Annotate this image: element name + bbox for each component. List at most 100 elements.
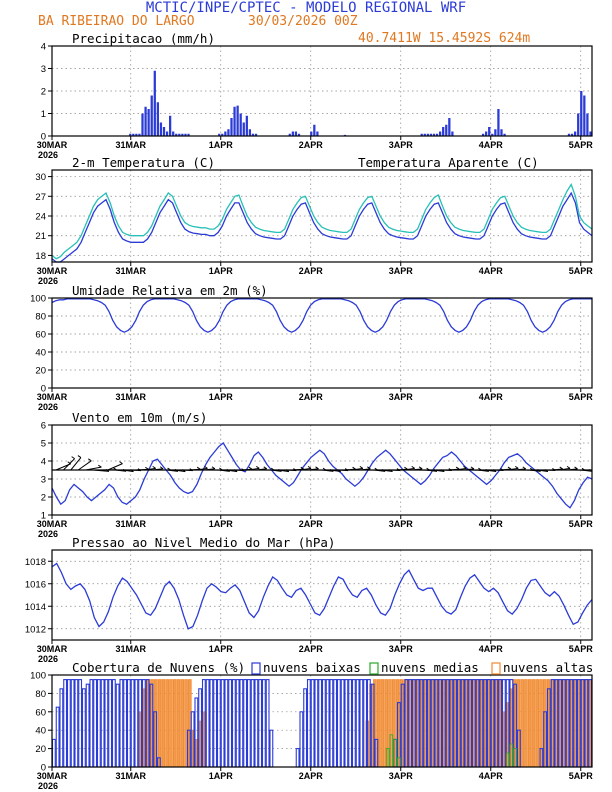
cloud-bar-nuvens-baixas: [269, 729, 274, 768]
y-tick-label: 1: [41, 511, 46, 522]
precip-bar: [187, 133, 190, 136]
cloud-bar-nuvens-altas: [165, 679, 169, 768]
wind-arrow-head: [559, 466, 564, 470]
y-tick-label: 1012: [25, 624, 46, 635]
x-tick-label: 4APR: [479, 771, 504, 781]
legend-swatch-nuvens-medias: [369, 662, 379, 675]
wind-arrow: [485, 469, 497, 473]
x-tick-label: 31MAR: [115, 140, 146, 150]
cloud-bar-nuvens-baixas: [325, 679, 330, 768]
y-tick-label: 3: [41, 475, 46, 486]
precip-bar: [580, 91, 583, 136]
x-year-label: 2026: [38, 781, 58, 791]
cloud-bar-nuvens-altas: [169, 679, 173, 768]
cloud-bar-nuvens-baixas: [205, 679, 210, 768]
x-tick-label: 2APR: [299, 266, 324, 276]
precip-bar: [577, 113, 580, 136]
precip-bar: [153, 70, 156, 136]
precip-bar: [573, 131, 577, 136]
y-tick-label: 4: [41, 42, 46, 53]
precip-bar: [586, 113, 589, 136]
cloud-bar-nuvens-baixas: [59, 688, 64, 768]
wind-arrow-head: [204, 465, 208, 469]
wind-arrow: [477, 469, 489, 472]
precip-bar: [288, 133, 291, 136]
cloud-bar-nuvens-baixas: [74, 679, 79, 768]
wind-arrow: [337, 469, 349, 472]
precip-bar: [144, 106, 147, 136]
wind-arrow: [388, 469, 401, 472]
x-year-label: 2026: [38, 654, 58, 664]
wind-arrow: [403, 467, 415, 471]
precip-bar: [567, 133, 571, 136]
wind-arrow-head: [455, 466, 460, 470]
wind-arrow-head: [322, 467, 327, 471]
precip-bar: [150, 95, 153, 136]
temp-legend-apparent: Temperatura Aparente (C): [358, 155, 539, 170]
pres-title: Pressao ao Nivel Medio do Mar (hPa): [72, 535, 335, 550]
wind-arrow: [536, 469, 548, 473]
y-tick-label: 6: [41, 421, 46, 432]
wind-arrow: [70, 457, 82, 471]
wind-arrow: [203, 468, 215, 471]
cloud-bar-nuvens-baixas: [108, 679, 113, 768]
cloud-bar-nuvens-baixas: [81, 688, 86, 768]
x-tick-label: 3APR: [389, 140, 414, 150]
x-tick-label: 31MAR: [115, 392, 146, 402]
x-tick-label: 1APR: [209, 392, 234, 402]
wind-arrow-head: [463, 465, 467, 469]
wind-arrow: [455, 467, 467, 471]
cloud-bar-nuvens-altas: [531, 679, 536, 768]
x-tick-label: 4APR: [479, 140, 504, 150]
precip-bar: [297, 133, 301, 136]
wind-arrow-head: [113, 467, 117, 471]
coords-label: 40.7411W 15.4592S 624m: [358, 31, 530, 46]
precip-bar: [488, 127, 491, 136]
cloud-bar-nuvens-baixas: [344, 679, 349, 768]
y-tick-label: 2: [41, 493, 46, 504]
wind-arrow: [514, 468, 526, 471]
y-tick-label: 20: [35, 744, 46, 755]
wind-arrow-head: [315, 466, 319, 470]
wind-arrow: [300, 467, 312, 471]
wind-arrow: [63, 458, 75, 471]
precip-bar: [570, 133, 574, 136]
wind-arrow: [174, 469, 186, 473]
x-tick-label: 4APR: [479, 644, 504, 654]
cloud-bar-nuvens-altas: [157, 679, 162, 768]
precip-bar: [248, 129, 252, 136]
cloud-bar-nuvens-altas: [172, 679, 177, 768]
cloud-bar-nuvens-baixas: [130, 679, 135, 768]
y-tick-label: 100: [30, 671, 46, 682]
x-tick-label: 30MAR: [37, 519, 68, 529]
wind-arrow-head: [522, 466, 527, 470]
x-tick-label: 30MAR: [37, 644, 68, 654]
wind-arrow: [77, 460, 92, 471]
x-tick-label: 31MAR: [115, 771, 146, 781]
x-tick-label: 2APR: [299, 519, 324, 529]
precip-bar: [435, 133, 439, 136]
cloud-bar-nuvens-baixas: [258, 679, 263, 768]
cloud-bar-nuvens-baixas: [119, 679, 124, 768]
precip-bar: [429, 133, 433, 136]
cloud-bar-nuvens-baixas: [85, 683, 90, 768]
wind-arrow: [359, 468, 371, 471]
precip-bar: [497, 109, 500, 136]
wind-arrow: [144, 467, 156, 471]
cloud-bar-nuvens-baixas: [78, 679, 83, 768]
wind-arrow-head: [418, 466, 423, 470]
precip-bar: [589, 131, 592, 136]
x-year-label: 2026: [38, 529, 58, 539]
x-tick-label: 4APR: [479, 266, 504, 276]
wind-arrow: [307, 468, 319, 471]
wind-arrow-head: [374, 467, 379, 471]
precip-bar: [254, 133, 258, 136]
wind-arrow-head: [77, 455, 82, 459]
precip-bar: [420, 133, 423, 136]
precip-bar: [491, 133, 494, 136]
wind-arrow-head: [152, 465, 156, 469]
wind-arrow-head: [352, 466, 356, 470]
cloud-bar-nuvens-baixas: [351, 679, 356, 768]
rh-title: Umidade Relativa em 2m (%): [72, 283, 268, 298]
